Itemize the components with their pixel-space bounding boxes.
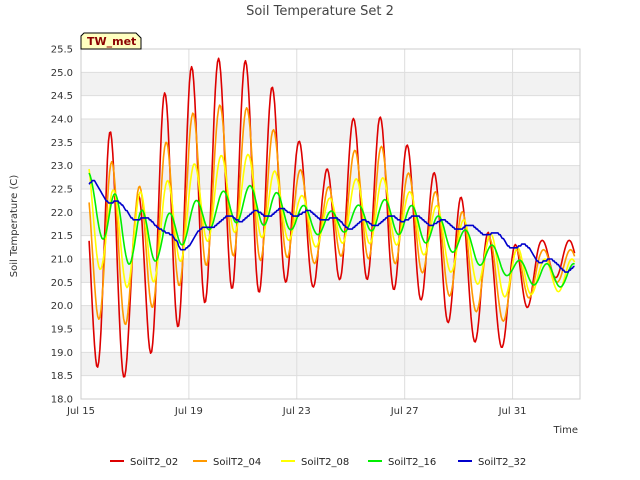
grid-band (81, 95, 580, 119)
grid-band (81, 49, 580, 73)
y-tick-label: 22.0 (51, 208, 73, 219)
series-line-soilt2_16 (88, 172, 575, 288)
grid-band (81, 329, 580, 353)
y-axis-title: Soil Temperature (C) (9, 175, 20, 278)
legend: SoilT2_02 SoilT2_04 SoilT2_08 SoilT2_16 Soil… (110, 457, 526, 468)
y-tick-label: 20.0 (51, 301, 73, 312)
badge-shape (80, 32, 142, 50)
grid-band (81, 142, 580, 166)
plot-background (81, 49, 580, 399)
grid-band (81, 119, 580, 143)
series-line-soilt2_04 (88, 104, 576, 326)
x-axis: Jul 15 Jul 19 Jul 23 Jul 27 Jul 31 (66, 406, 527, 417)
x-tick-label: Jul 23 (282, 406, 311, 417)
y-tick-label: 18.0 (51, 395, 73, 406)
y-tick-label: 23.0 (51, 161, 73, 172)
plot-frame (80, 48, 581, 400)
chart-title: Soil Temperature Set 2 (246, 4, 394, 19)
y-tick-label: 24.5 (51, 91, 73, 102)
y-tick-label: 19.5 (51, 325, 73, 336)
grid-band (81, 189, 580, 213)
x-tick-label: Jul 31 (498, 406, 527, 417)
legend-label: SoilT2_02 (130, 457, 178, 468)
y-tick-label: 24.0 (51, 115, 73, 126)
y-tick-label: 23.5 (51, 138, 73, 149)
grid-band (81, 352, 580, 376)
y-tick-label: 18.5 (51, 371, 73, 382)
legend-label: SoilT2_16 (388, 457, 436, 468)
y-tick-label: 19.0 (51, 348, 73, 359)
y-tick-label: 22.5 (51, 185, 73, 196)
x-axis-title: Time (553, 425, 578, 436)
grid-band (81, 305, 580, 329)
series-line-soilt2_08 (88, 153, 576, 298)
grid-band (81, 235, 580, 259)
grid-band (81, 72, 580, 96)
legend-label: SoilT2_04 (213, 457, 261, 468)
legend-item-soilt2_32: SoilT2_32 (458, 457, 526, 468)
y-tick-label: 20.5 (51, 278, 73, 289)
series-layer (88, 57, 576, 378)
x-tick-label: Jul 15 (66, 406, 95, 417)
x-tick-label: Jul 27 (390, 406, 419, 417)
grid-band (81, 212, 580, 236)
series-line-soilt2_32 (88, 179, 575, 273)
x-tick-label: Jul 19 (174, 406, 203, 417)
badge-label: TW_met (87, 35, 136, 48)
legend-item-soilt2_16: SoilT2_16 (368, 457, 436, 468)
y-tick-label: 25.0 (51, 68, 73, 79)
y-tick-label: 25.5 (51, 45, 73, 56)
y-tick-label: 21.0 (51, 255, 73, 266)
legend-label: SoilT2_08 (301, 457, 349, 468)
grid-band (81, 165, 580, 189)
grid-band (81, 375, 580, 399)
legend-item-soilt2_08: SoilT2_08 (281, 457, 349, 468)
y-axis: 18.0 18.5 19.0 19.5 20.0 20.5 21.0 21.5 22.0 22.5… (51, 45, 73, 406)
legend-item-soilt2_04: SoilT2_04 (193, 457, 261, 468)
y-tick-label: 21.5 (51, 231, 73, 242)
station-badge: TW_met (80, 32, 142, 50)
legend-label: SoilT2_32 (478, 457, 526, 468)
legend-item-soilt2_02: SoilT2_02 (110, 457, 178, 468)
